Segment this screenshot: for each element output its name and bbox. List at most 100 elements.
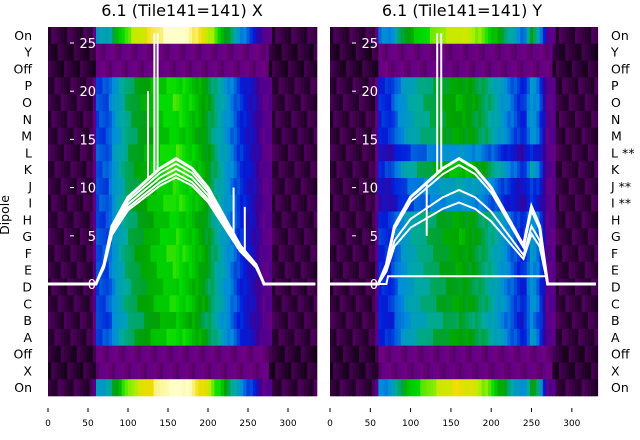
heatmap-cell <box>452 362 457 380</box>
heatmap-cell <box>529 127 534 145</box>
heatmap-cell <box>288 144 292 162</box>
heatmap-cell <box>249 27 254 45</box>
heatmap-cell <box>517 77 521 95</box>
heatmap-cell <box>391 60 395 78</box>
heatmap-cell <box>198 228 203 246</box>
heatmap-cell <box>517 127 521 145</box>
heatmap-cell <box>558 177 563 196</box>
heatmap-cell <box>220 261 225 279</box>
heatmap-cell <box>465 110 470 128</box>
heatmap-cell <box>185 245 190 263</box>
heatmap-cell <box>391 362 395 380</box>
heatmap-cell <box>410 245 415 263</box>
heatmap-row <box>48 312 318 330</box>
heatmap-cell <box>275 161 279 179</box>
heatmap-cell <box>169 94 174 112</box>
heatmap-cell <box>265 211 270 229</box>
heatmap-cell <box>365 278 370 296</box>
heatmap-cell <box>400 261 405 279</box>
heatmap-cell <box>581 312 586 330</box>
heatmap-cell <box>214 261 219 279</box>
heatmap-cell <box>468 295 473 313</box>
heatmap-cell <box>252 379 257 397</box>
heatmap-cell <box>304 194 308 212</box>
heatmap-cell <box>51 194 55 212</box>
row-label: L ** <box>611 145 634 160</box>
heatmap-cell <box>558 27 563 45</box>
heatmap-cell <box>99 278 103 296</box>
heatmap-cell <box>565 127 570 145</box>
row-label: P <box>611 78 619 93</box>
heatmap-cell <box>452 27 457 45</box>
heatmap-cell <box>581 278 586 296</box>
heatmap-cell <box>137 43 142 61</box>
heatmap-cell <box>246 77 251 95</box>
heatmap-cell <box>462 379 466 397</box>
heatmap-cell <box>575 362 579 380</box>
heatmap-cell <box>281 161 286 179</box>
heatmap-cell <box>404 211 408 229</box>
heatmap-cell <box>307 278 311 296</box>
heatmap-cell <box>230 312 235 330</box>
heatmap-cell <box>420 362 425 380</box>
heatmap-cell <box>192 110 196 128</box>
heatmap-cell <box>449 362 454 380</box>
heatmap-cell <box>400 278 405 296</box>
heatmap-cell <box>176 127 180 145</box>
heatmap-cell <box>397 177 402 196</box>
heatmap-cell <box>491 127 495 145</box>
heatmap-cell <box>76 94 81 112</box>
heatmap-cell <box>339 127 344 145</box>
heatmap-cell <box>507 245 512 263</box>
heatmap-cell <box>272 362 276 380</box>
heatmap-cell <box>359 328 363 346</box>
heatmap-cell <box>137 60 142 78</box>
heatmap-cell <box>371 261 376 279</box>
heatmap-cell <box>268 345 273 363</box>
heatmap-cell <box>51 228 55 246</box>
heatmap-cell <box>89 43 94 61</box>
heatmap-cell <box>539 379 544 397</box>
heatmap-cell <box>581 194 586 212</box>
heatmap-cell <box>507 379 512 397</box>
heatmap-cell <box>67 228 71 246</box>
heatmap-cell <box>507 278 512 296</box>
heatmap-cell <box>166 77 171 95</box>
heatmap-cell <box>355 295 360 313</box>
heatmap-cell <box>565 177 570 196</box>
heatmap-cell <box>252 94 257 112</box>
heatmap-cell <box>487 261 492 279</box>
heatmap-cell <box>475 345 479 363</box>
heatmap-cell <box>268 43 273 61</box>
heatmap-cell <box>587 110 592 128</box>
heatmap-cell <box>73 328 78 346</box>
heatmap-cell <box>423 228 428 246</box>
heatmap-cell <box>446 177 450 196</box>
heatmap-cell <box>80 345 84 363</box>
heatmap-cell <box>288 312 292 330</box>
heatmap-cell <box>99 362 103 380</box>
heatmap-cell <box>355 161 360 179</box>
heatmap-cell <box>230 278 235 296</box>
heatmap-cell <box>243 77 247 95</box>
heatmap-cell <box>539 27 544 45</box>
heatmap-cell <box>150 144 155 162</box>
heatmap-cell <box>359 43 363 61</box>
heatmap-cell <box>368 43 373 61</box>
heatmap-cell <box>176 177 180 196</box>
heatmap-cell <box>144 379 148 397</box>
heatmap-cell <box>397 27 402 45</box>
heatmap-cell <box>349 144 354 162</box>
heatmap-cell <box>591 295 595 313</box>
heatmap-cell <box>462 245 466 263</box>
heatmap-row <box>48 94 318 112</box>
heatmap-cell <box>54 177 59 196</box>
row-label: H <box>23 212 32 227</box>
heatmap-cell <box>394 245 399 263</box>
heatmap-cell <box>89 245 94 263</box>
heatmap-cell <box>555 211 560 229</box>
heatmap-cell <box>224 77 228 95</box>
heatmap-cell <box>520 312 524 330</box>
heatmap-cell <box>86 379 91 397</box>
heatmap-cell <box>214 127 219 145</box>
